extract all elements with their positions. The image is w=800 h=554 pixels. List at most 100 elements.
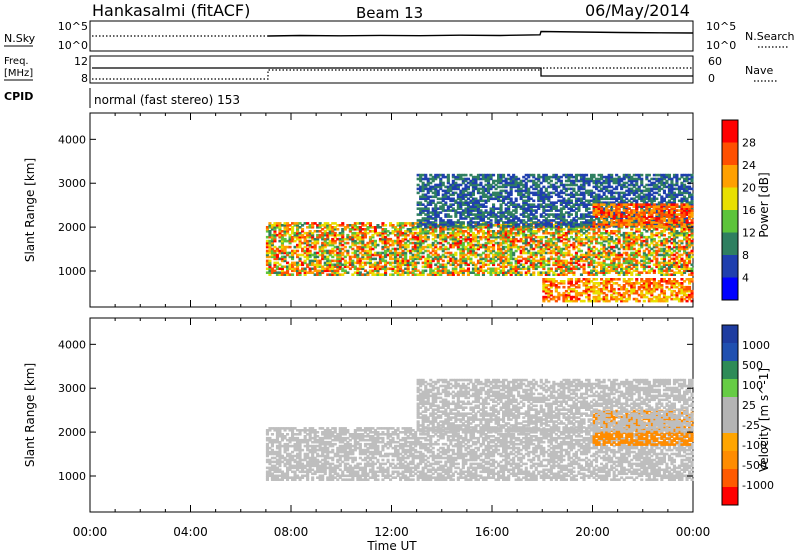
heatmap-cell <box>572 289 576 293</box>
heatmap-cell <box>652 249 656 253</box>
heatmap-cell <box>582 237 586 241</box>
heatmap-cell <box>469 259 473 263</box>
heatmap-cell <box>680 267 684 271</box>
heatmap-cell <box>507 261 511 265</box>
heatmap-cell <box>401 259 405 263</box>
heatmap-cell <box>667 267 672 271</box>
heatmap-cell <box>371 257 375 261</box>
heatmap-cell <box>652 263 656 267</box>
heatmap-cell <box>509 245 513 249</box>
heatmap-cell <box>348 245 352 249</box>
heatmap-cell <box>650 231 654 235</box>
heatmap-cell <box>660 261 664 265</box>
heatmap-cell <box>627 241 631 245</box>
heatmap-cell <box>321 251 325 255</box>
heatmap-cell <box>539 249 543 253</box>
heatmap-cell <box>637 243 641 247</box>
heatmap-cell <box>426 230 430 233</box>
heatmap-cell <box>431 273 435 276</box>
heatmap-cell <box>306 235 310 239</box>
heatmap-cell <box>635 228 639 231</box>
heatmap-cell <box>677 261 682 265</box>
heatmap-cell <box>569 263 574 267</box>
heatmap-cell <box>517 245 521 249</box>
heatmap-cell <box>399 255 403 259</box>
heatmap-cell <box>471 235 476 239</box>
heatmap-cell <box>323 231 327 235</box>
heatmap-cell <box>419 257 423 261</box>
heatmap-cell <box>426 237 430 241</box>
heatmap-cell <box>600 251 604 255</box>
heatmap-cell <box>311 233 315 237</box>
heatmap-cell <box>358 251 362 255</box>
freq-tick-bottom: 8 <box>81 72 88 85</box>
heatmap-cell <box>361 267 365 271</box>
heatmap-cell <box>396 243 400 247</box>
heatmap-cell <box>625 273 629 276</box>
heatmap-cell <box>585 251 589 255</box>
heatmap-cell <box>356 253 360 257</box>
heatmap-cell <box>386 267 390 271</box>
heatmap-cell <box>469 241 473 245</box>
heatmap-cell <box>514 245 518 249</box>
heatmap-cell <box>552 297 556 301</box>
heatmap-cell <box>439 273 443 276</box>
heatmap-cell <box>371 269 375 273</box>
heatmap-cell <box>311 237 315 241</box>
heatmap-cell <box>574 257 579 261</box>
heatmap-cell <box>439 271 443 274</box>
heatmap-cell <box>411 249 415 253</box>
heatmap-cell <box>534 215 538 218</box>
heatmap-cell <box>399 251 403 255</box>
heatmap-cell <box>637 235 641 239</box>
heatmap-cell <box>311 224 315 227</box>
heatmap-cell <box>338 261 342 265</box>
heatmap-cell <box>509 233 513 237</box>
heatmap-cell <box>569 257 574 261</box>
heatmap-cell <box>605 253 609 257</box>
heatmap-cell <box>567 291 571 295</box>
heatmap-cell <box>378 261 383 265</box>
heatmap-cell <box>549 289 553 293</box>
heatmap-cell <box>517 228 521 231</box>
heatmap-cell <box>620 265 624 269</box>
heatmap-cell <box>620 293 624 297</box>
heatmap-cell <box>517 247 521 251</box>
heatmap-cell <box>683 251 687 255</box>
heatmap-cell <box>627 237 631 241</box>
heatmap-cell <box>672 249 677 253</box>
heatmap-cell <box>384 249 388 253</box>
heatmap-cell <box>590 263 594 267</box>
heatmap-cell <box>273 255 277 259</box>
heatmap-cell <box>635 239 639 243</box>
heatmap-cell <box>489 273 493 276</box>
heatmap-cell <box>640 243 644 247</box>
heatmap-cell <box>301 230 305 233</box>
heatmap-cell <box>502 233 506 237</box>
heatmap-cell <box>557 295 561 299</box>
heatmap-cell <box>690 233 694 237</box>
heatmap-cell <box>343 271 347 274</box>
heatmap-cell <box>592 273 596 276</box>
heatmap-cell <box>331 222 335 225</box>
heatmap-cell <box>469 251 473 255</box>
heatmap-cell <box>301 247 305 251</box>
heatmap-cell <box>605 247 609 251</box>
heatmap-cell <box>647 251 651 255</box>
heatmap-cell <box>672 228 677 231</box>
heatmap-cell <box>296 261 300 265</box>
heatmap-cell <box>449 231 453 235</box>
heatmap-cell <box>451 257 455 261</box>
heatmap-cell <box>456 263 460 267</box>
heatmap-cell <box>268 233 272 237</box>
heatmap-cell <box>539 257 543 261</box>
heatmap-cell <box>270 237 275 241</box>
heatmap-cell <box>308 263 312 267</box>
heatmap-cell <box>615 278 619 281</box>
heatmap-cell <box>683 269 687 273</box>
heatmap-cell <box>670 233 674 237</box>
heatmap-cell <box>612 297 616 301</box>
heatmap-cell <box>466 267 471 271</box>
heatmap-cell <box>384 273 388 276</box>
heatmap-cell <box>657 239 661 243</box>
